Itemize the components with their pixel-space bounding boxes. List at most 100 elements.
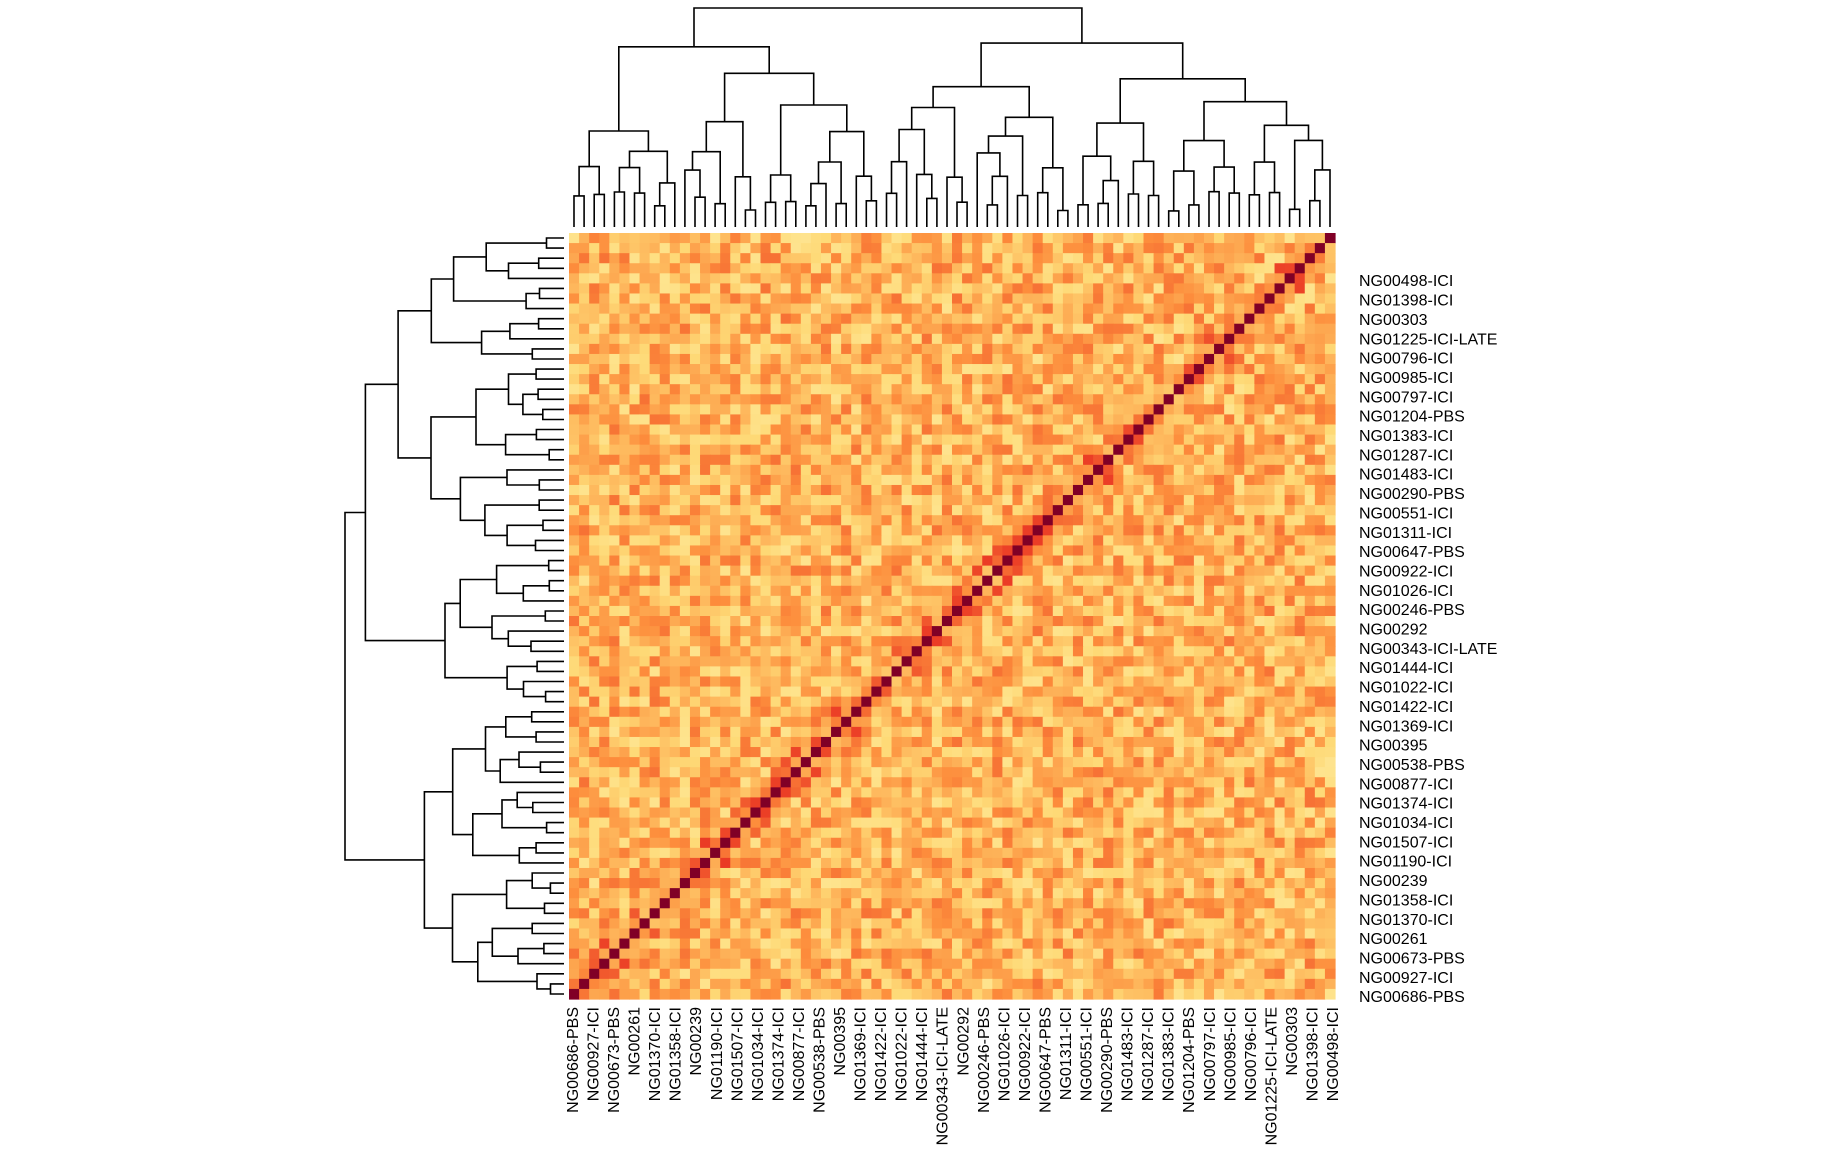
heatmap-cell — [780, 505, 792, 516]
heatmap-cell — [1294, 847, 1306, 859]
heatmap-cell — [1103, 605, 1114, 617]
heatmap-cell — [1113, 817, 1124, 829]
heatmap-cell — [720, 767, 731, 778]
heatmap-cell — [891, 626, 903, 637]
heatmap-cell — [770, 384, 782, 395]
heatmap-cell — [1274, 757, 1286, 768]
heatmap-cell — [770, 706, 782, 718]
heatmap-cell — [700, 384, 711, 395]
heatmap-cell — [1264, 696, 1276, 708]
heatmap-cell — [1244, 575, 1255, 587]
heatmap-cell — [1032, 747, 1044, 758]
heatmap-cell — [931, 545, 943, 557]
heatmap-cell — [599, 565, 610, 577]
heatmap-cell — [1324, 495, 1336, 506]
heatmap-cell — [1153, 706, 1165, 718]
heatmap-cell — [1153, 767, 1165, 778]
heatmap-cell — [1264, 867, 1276, 879]
heatmap-cell — [931, 384, 943, 395]
heatmap-cell — [810, 797, 822, 809]
heatmap-cell — [1193, 595, 1205, 607]
heatmap-cell — [982, 736, 993, 748]
heatmap-cell — [790, 696, 802, 708]
heatmap-cell — [710, 595, 721, 607]
heatmap-cell — [891, 757, 903, 768]
heatmap-cell — [972, 525, 983, 536]
heatmap-cell — [911, 747, 923, 758]
heatmap-cell — [931, 807, 943, 819]
heatmap-cell — [1274, 243, 1286, 254]
heatmap-cell — [921, 484, 933, 496]
heatmap-cell — [921, 545, 933, 557]
heatmap-cell — [1012, 817, 1024, 829]
heatmap-cell — [992, 353, 1003, 365]
heatmap-cell — [881, 233, 893, 244]
heatmap-cell — [1022, 535, 1034, 547]
heatmap-cell — [1022, 555, 1034, 567]
heatmap-cell — [579, 444, 590, 456]
heatmap-cell — [962, 495, 973, 506]
heatmap-cell — [1193, 847, 1205, 859]
heatmap-cell — [871, 696, 883, 708]
heatmap-cell — [649, 233, 661, 244]
heatmap-cell — [972, 837, 983, 849]
heatmap-cell — [1032, 313, 1044, 325]
heatmap-cell — [1173, 585, 1185, 597]
heatmap-cell — [780, 575, 792, 587]
heatmap-cell — [1153, 857, 1165, 869]
heatmap-cell — [609, 867, 620, 879]
heatmap-cell — [1264, 273, 1276, 284]
heatmap-cell — [1203, 676, 1215, 688]
heatmap-cell — [579, 807, 590, 819]
heatmap-cell — [952, 878, 963, 889]
heatmap-cell — [881, 605, 893, 617]
heatmap-cell — [1042, 787, 1054, 799]
heatmap-cell — [831, 616, 842, 627]
heatmap-cell — [1103, 626, 1114, 637]
heatmap-cell — [962, 303, 973, 315]
heatmap-cell — [609, 817, 620, 829]
heatmap-cell — [1163, 837, 1175, 849]
heatmap-cell — [1203, 787, 1215, 799]
heatmap-cell — [780, 867, 792, 879]
heatmap-cell — [1143, 696, 1155, 708]
heatmap-cell — [1274, 807, 1286, 819]
heatmap-cell — [972, 757, 983, 768]
heatmap-cell — [770, 343, 782, 355]
heatmap-cell — [851, 867, 862, 879]
heatmap-cell — [901, 515, 913, 526]
heatmap-cell — [1153, 394, 1165, 405]
heatmap-cell — [1052, 384, 1064, 395]
heatmap-cell — [931, 343, 943, 355]
heatmap-cell — [589, 857, 600, 869]
heatmap-cell — [1072, 495, 1084, 506]
heatmap-cell — [1103, 283, 1114, 295]
heatmap-cell — [609, 233, 620, 244]
heatmap-cell — [992, 817, 1003, 829]
heatmap-cell — [1193, 676, 1205, 688]
heatmap-cell — [760, 343, 772, 355]
heatmap-cell — [901, 878, 913, 889]
heatmap-cell — [871, 747, 883, 758]
heatmap-cell — [1244, 484, 1255, 496]
heatmap-cell — [952, 374, 963, 385]
heatmap-cell — [1143, 686, 1155, 698]
heatmap-cell — [1002, 605, 1014, 617]
heatmap-cell — [1022, 233, 1034, 244]
heatmap-cell — [831, 585, 842, 597]
heatmap-cell — [659, 464, 671, 476]
heatmap-cell — [972, 676, 983, 688]
heatmap-cell — [720, 424, 731, 436]
heatmap-cell — [861, 867, 872, 879]
heatmap-cell — [1113, 444, 1124, 456]
heatmap-cell — [1183, 636, 1195, 647]
heatmap-cell — [1062, 364, 1074, 375]
heatmap-cell — [1234, 263, 1245, 274]
heatmap-cell — [1254, 878, 1266, 889]
heatmap-cell — [689, 807, 701, 819]
heatmap-cell — [820, 313, 832, 325]
heatmap-cell — [730, 585, 741, 597]
heatmap-cell — [1183, 747, 1195, 758]
heatmap-cell — [1264, 283, 1276, 295]
